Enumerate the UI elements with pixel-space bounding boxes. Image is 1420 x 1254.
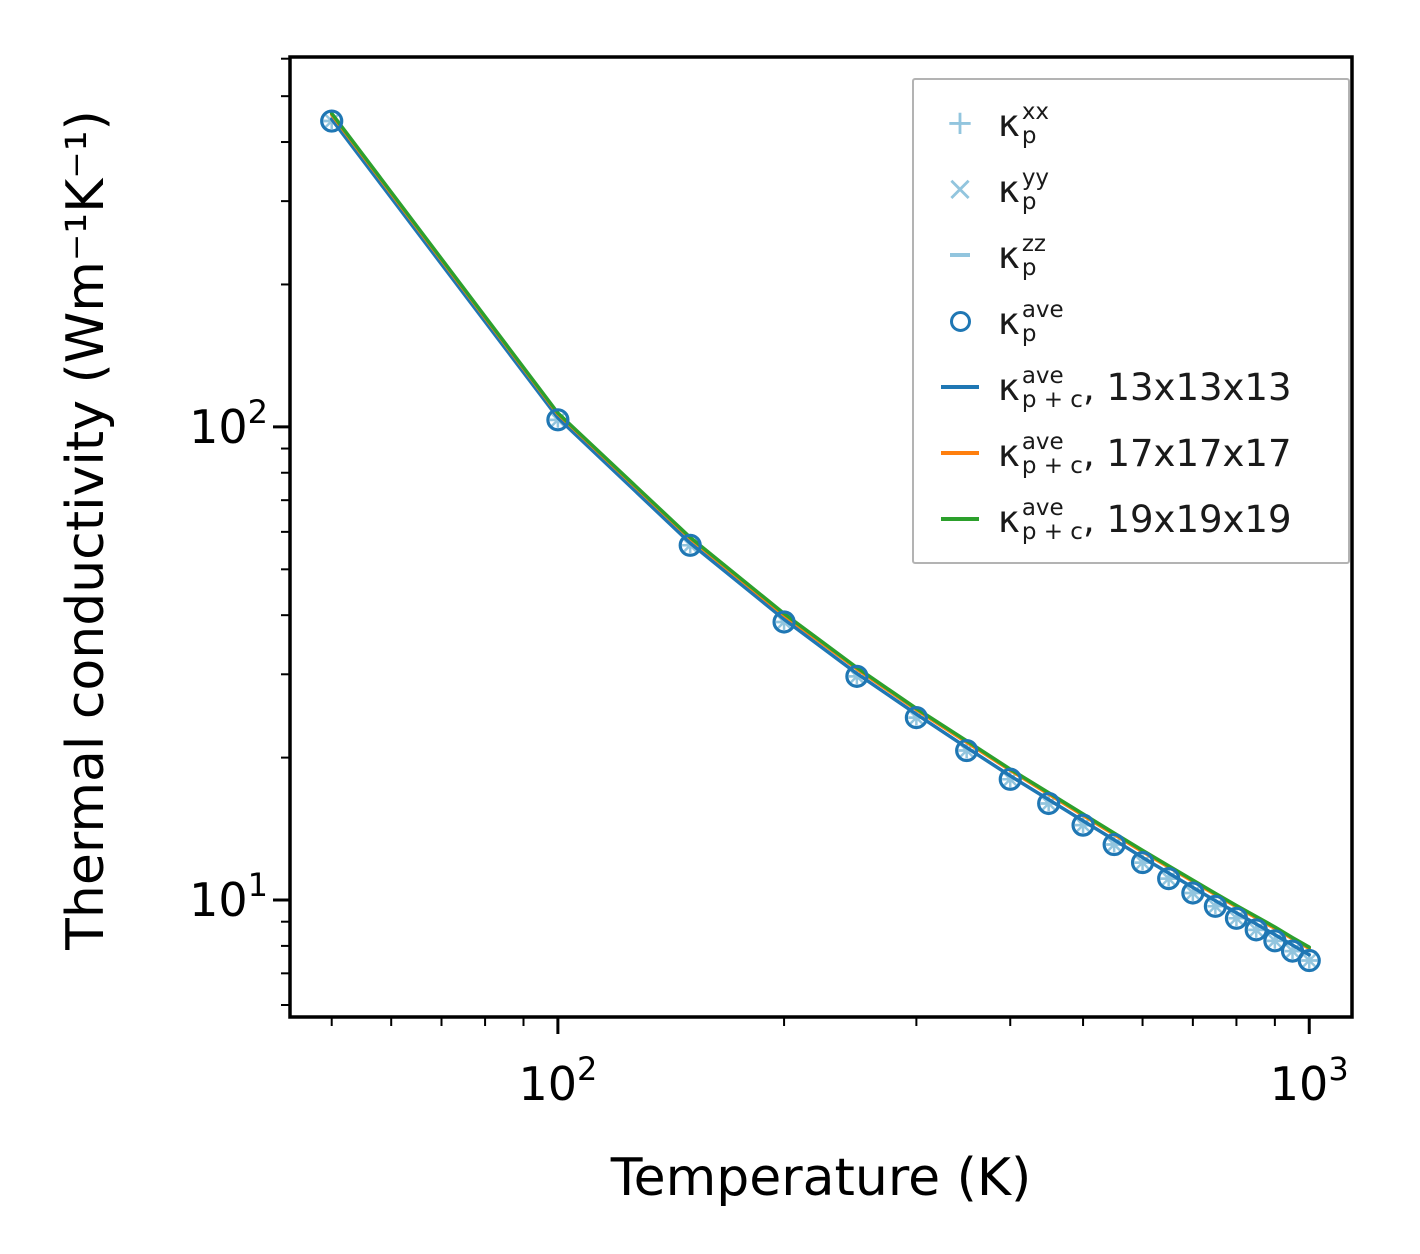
legend-marker-line-icon: [928, 385, 992, 389]
circle-marker: [1297, 948, 1321, 973]
circle-marker: [1224, 906, 1249, 930]
legend-marker-hline-icon: [928, 253, 992, 257]
series-line: [329, 111, 1311, 949]
circle-marker: [1181, 881, 1205, 905]
circle-marker: [1102, 832, 1126, 857]
legend-label: κ ave p + c, 13x13x13: [998, 362, 1292, 413]
x-tick-label: 103: [1270, 1050, 1349, 1111]
legend-entry: κ ave p + c, 13x13x13: [928, 354, 1334, 420]
circle-marker: [1244, 918, 1268, 942]
legend-marker-circle-icon: [928, 310, 992, 332]
legend-entry: × κ yy p: [928, 156, 1334, 222]
circle-marker: [320, 109, 344, 133]
legend-marker-x-icon: ×: [928, 172, 992, 206]
legend: + κ xx p × κ yy p κ zz p κ ave p κ ave p + c, 13x13x13 κ a…: [912, 78, 1350, 564]
x-axis-label: Temperature (K): [610, 1148, 1032, 1208]
circle-marker: [845, 664, 869, 688]
legend-marker-line-icon: [928, 517, 992, 521]
legend-entry: κ ave p: [928, 288, 1334, 354]
legend-label: κ ave p + c, 17x17x17: [998, 428, 1292, 479]
x-marker-glyph: ×: [945, 169, 975, 209]
circle-marker: [1130, 850, 1155, 875]
circle-marker: [1203, 894, 1227, 918]
circle-marker: [998, 767, 1022, 791]
hline-marker-glyph: [950, 253, 970, 257]
legend-label: κ zz p: [998, 230, 1046, 281]
legend-entry: + κ xx p: [928, 90, 1334, 156]
circle-marker: [772, 610, 796, 634]
legend-marker-line-icon: [928, 451, 992, 455]
legend-label: κ xx p: [998, 98, 1050, 149]
y-axis-label: Thermal conductivity (Wm⁻¹K⁻¹): [56, 110, 116, 950]
circle-marker: [904, 705, 928, 730]
line-marker-glyph: [941, 385, 979, 389]
legend-entry: κ ave p + c, 19x19x19: [928, 486, 1334, 552]
legend-label: κ yy p: [998, 164, 1050, 215]
legend-label: κ ave p + c, 19x19x19: [998, 494, 1292, 545]
legend-entry: κ ave p + c, 17x17x17: [928, 420, 1334, 486]
plot-spines: [288, 55, 1354, 1019]
x-tick-label: 102: [518, 1050, 597, 1111]
legend-marker-plus-icon: +: [928, 106, 992, 140]
circle-marker: [1157, 866, 1181, 891]
line-marker-glyph: [941, 517, 979, 521]
plus-marker-glyph: +: [945, 103, 975, 143]
legend-label: κ ave p: [998, 296, 1064, 347]
circle-marker: [546, 408, 570, 432]
circle-marker: [678, 533, 702, 557]
y-tick-label: 102: [189, 393, 268, 454]
circle-marker: [955, 738, 979, 763]
circle-marker: [1071, 813, 1095, 837]
circle-marker-glyph: [949, 310, 971, 332]
line-marker-glyph: [941, 451, 979, 455]
series-line: [329, 117, 1311, 957]
y-tick-label: 101: [189, 866, 268, 927]
legend-entry: κ zz p: [928, 222, 1334, 288]
circle-marker: [1037, 791, 1061, 816]
circle-marker: [1263, 929, 1287, 953]
